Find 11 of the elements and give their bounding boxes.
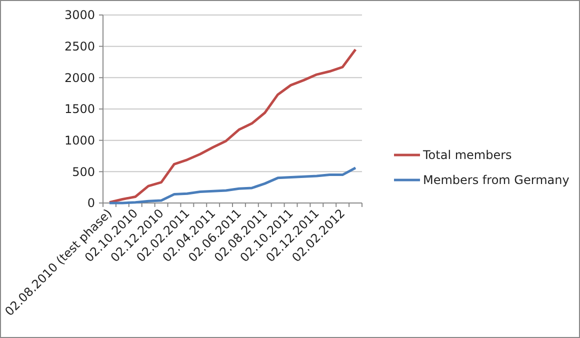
y-tick-label: 1500 [64,102,95,116]
line-series [108,166,357,204]
y-tick-label: 1000 [64,134,95,148]
y-tick-label: 500 [72,164,95,179]
legend-label: Total members [422,148,512,162]
y-tick-label: 3000 [64,8,95,22]
y-tick-label: 2000 [64,70,95,85]
legend-label: Members from Germany [423,173,570,188]
line-series [108,48,357,204]
y-tick-label: 2500 [64,40,95,54]
y-tick-label: 0 [87,196,95,210]
